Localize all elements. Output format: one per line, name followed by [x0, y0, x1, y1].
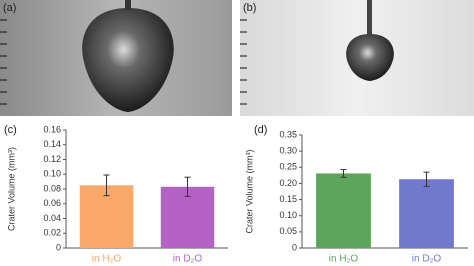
y-tick-label: 0.08: [43, 183, 61, 193]
y-tick-label: 0: [56, 242, 61, 252]
bar: [316, 173, 371, 248]
y-tick-label: 0.10: [279, 210, 297, 220]
bar: [399, 179, 454, 248]
panel-label: (a): [3, 2, 16, 14]
needle: [125, 0, 131, 10]
y-tick-label: 0.14: [43, 139, 61, 149]
y-tick-label: 0.20: [279, 178, 297, 188]
photo-b: (b): [240, 0, 474, 116]
y-axis-label: Crater Volume (mm³): [244, 149, 254, 233]
y-tick-label: 0.25: [279, 162, 297, 172]
y-tick-label: 0.35: [279, 129, 297, 139]
photo-a: (a): [0, 0, 232, 116]
y-tick-label: 0.05: [279, 226, 297, 236]
x-tick-label: in D₂O: [412, 254, 442, 265]
droplet: [346, 34, 394, 81]
ruler: [0, 19, 7, 105]
y-tick-label: 0.02: [43, 228, 61, 238]
y-tick-label: 0: [292, 242, 297, 252]
x-tick-label: in H₂O: [329, 254, 359, 265]
y-tick-label: 0.16: [43, 124, 61, 134]
panel-label: (c): [4, 124, 17, 136]
x-tick-label: in H₂O: [92, 254, 122, 265]
panel-label: (b): [243, 2, 256, 14]
droplet: [82, 8, 174, 112]
y-tick-label: 0.12: [43, 154, 61, 164]
y-tick-label: 0.15: [279, 194, 297, 204]
panel-label: (d): [254, 124, 267, 136]
y-tick-label: 0.30: [279, 146, 297, 156]
ruler: [240, 19, 247, 105]
y-axis-label: Crater Volume (mm³): [6, 147, 16, 231]
y-tick-label: 0.06: [43, 198, 61, 208]
needle: [367, 0, 372, 40]
y-tick-label: 0.10: [43, 169, 61, 179]
bar: [160, 186, 215, 248]
x-tick-label: in D₂O: [173, 254, 203, 265]
y-tick-label: 0.04: [43, 213, 61, 223]
